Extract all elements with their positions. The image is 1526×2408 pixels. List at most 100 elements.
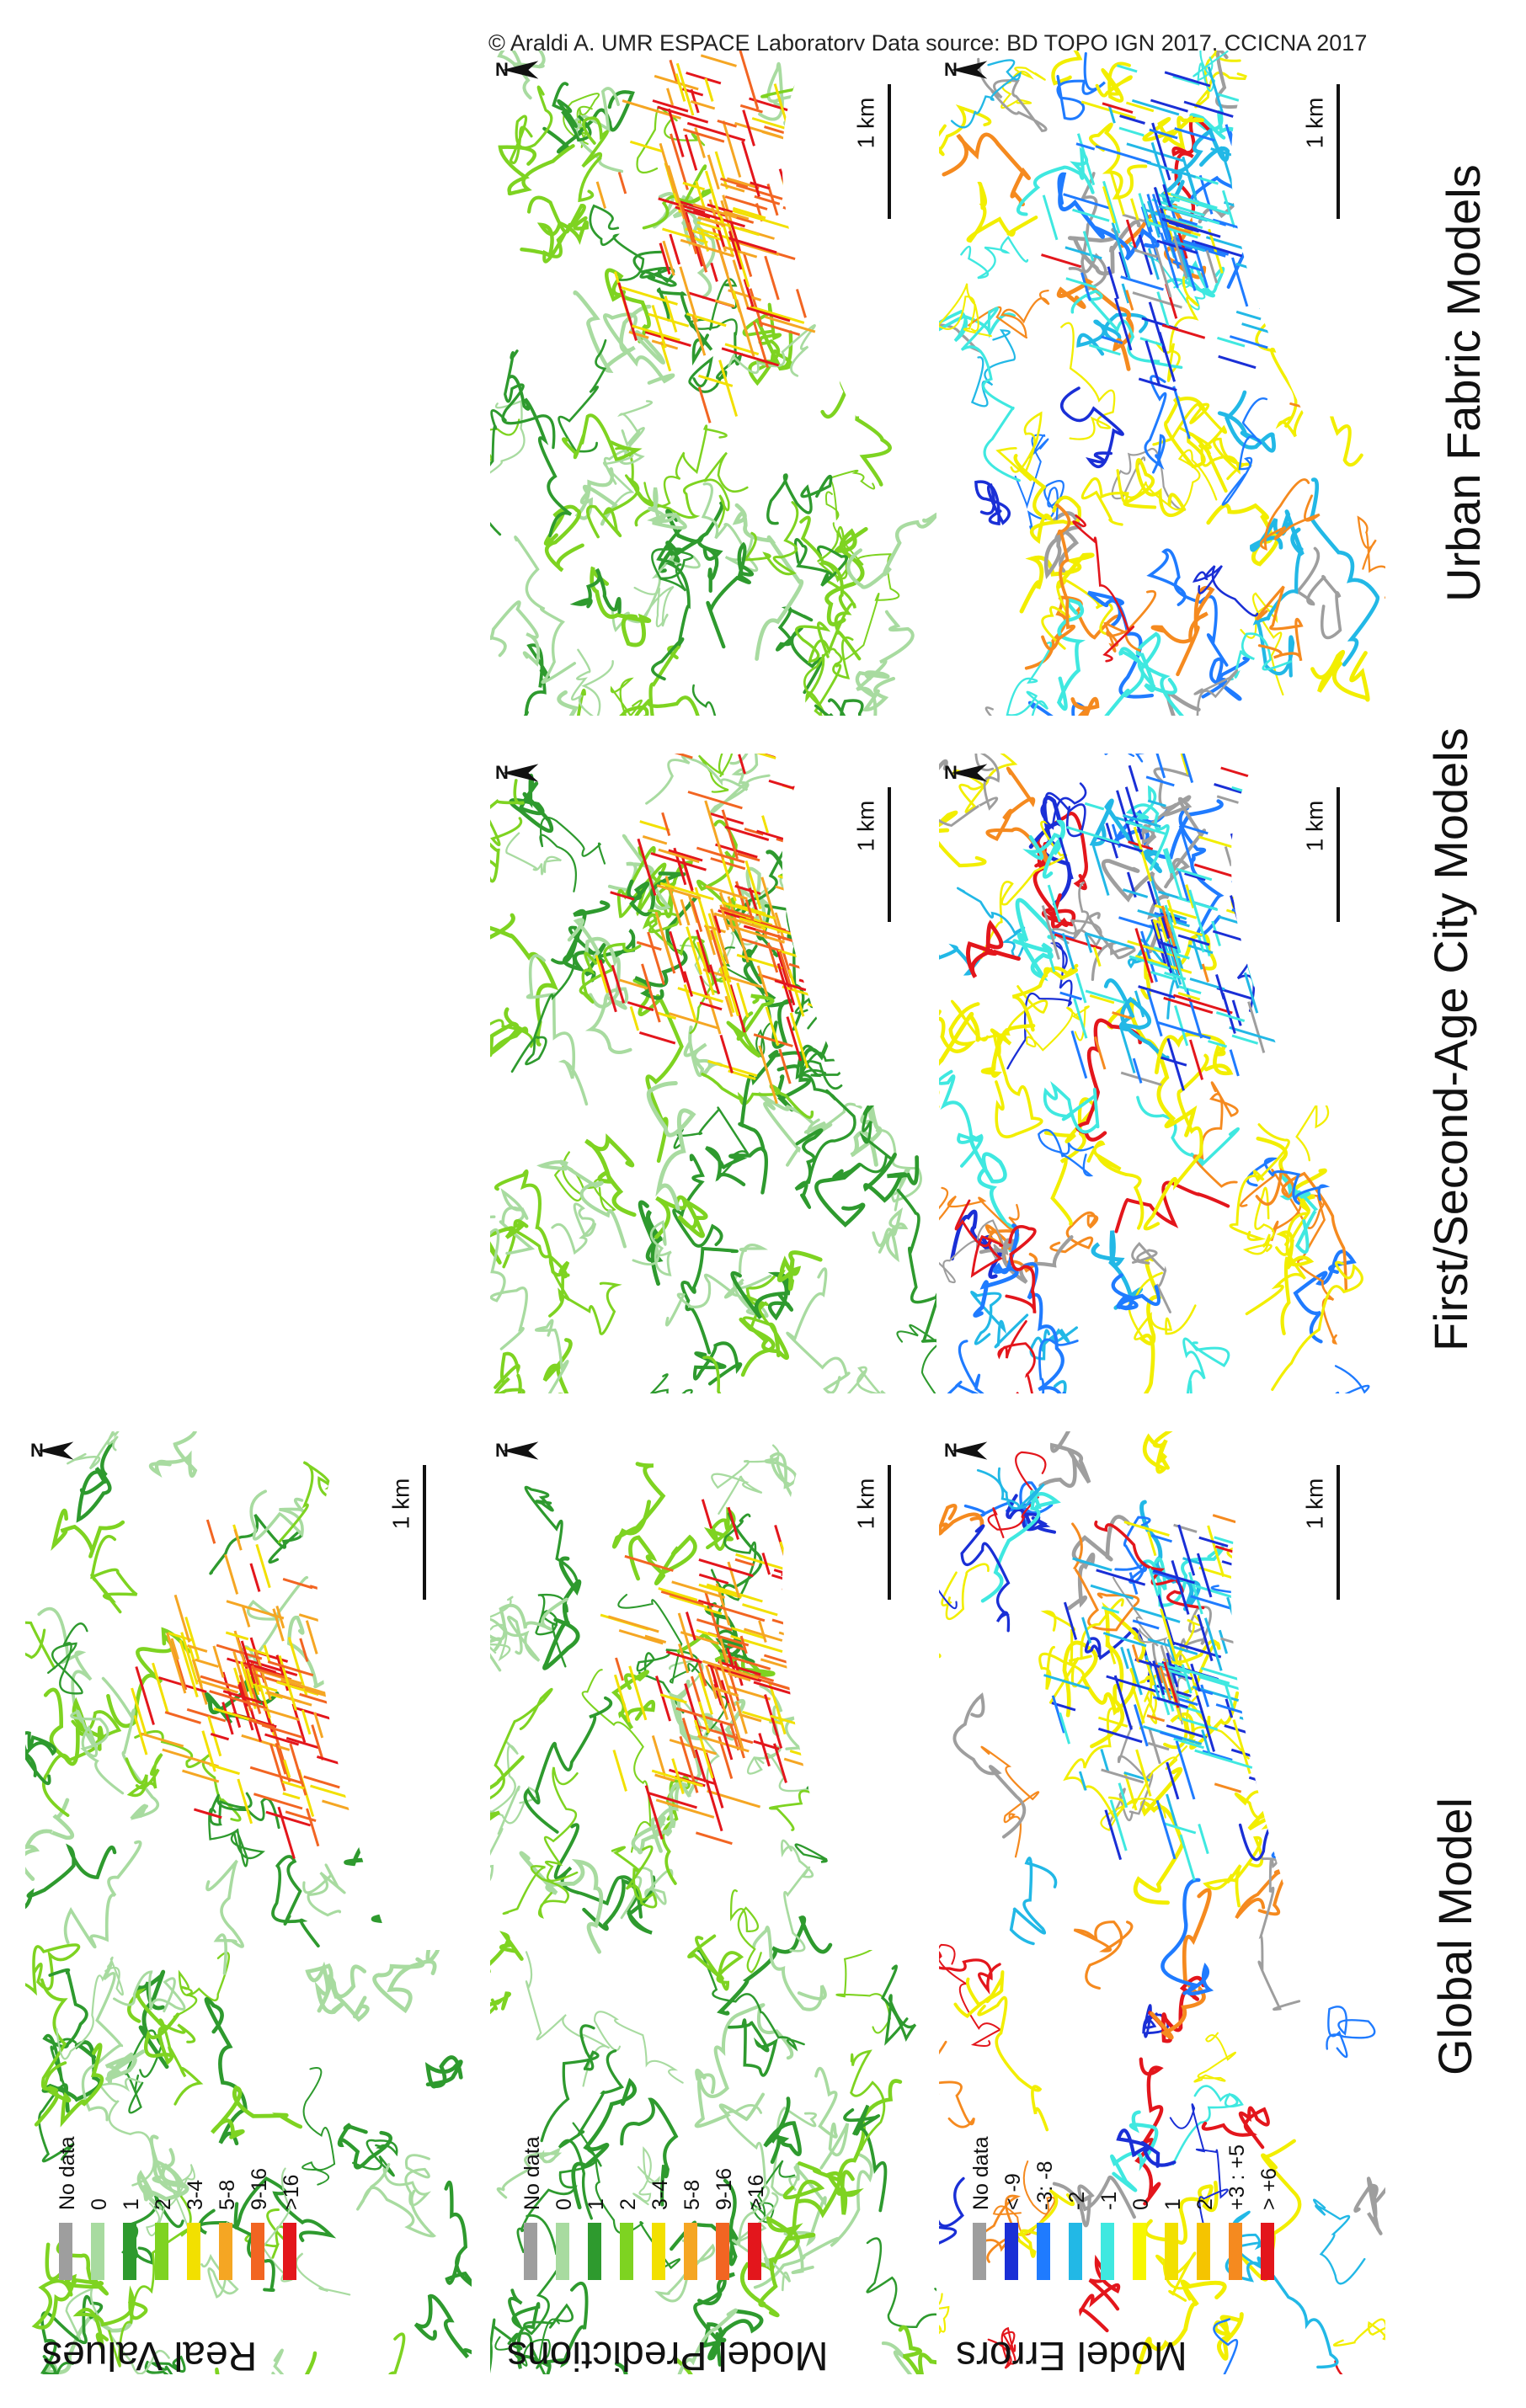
road-segment — [1023, 1005, 1090, 1052]
urban-road-segment — [221, 1671, 242, 1729]
urban-road-segment — [734, 881, 745, 907]
road-segment — [494, 2318, 560, 2369]
road-network — [490, 51, 936, 716]
urban-road-segment — [714, 299, 735, 308]
urban-road-segment — [1059, 1712, 1071, 1745]
urban-road-segment — [632, 324, 680, 342]
road-segment — [1056, 278, 1134, 371]
urban-road-segment — [758, 1045, 778, 1105]
legend-title-0: Real Values — [42, 2333, 258, 2378]
urban-road-segment — [621, 285, 678, 306]
road-segment — [632, 2146, 660, 2206]
road-segment — [490, 1615, 541, 1672]
urban-road-segment — [1191, 239, 1243, 258]
urban-road-segment — [680, 853, 694, 891]
road-segment — [1063, 1707, 1125, 1819]
road-segment — [1150, 586, 1215, 677]
legend-title-1: Model Predictions — [507, 2333, 829, 2378]
road-segment — [793, 538, 849, 587]
scale-bar-line — [1337, 787, 1340, 922]
road-segment — [584, 987, 632, 1054]
urban-road-segment — [1170, 193, 1218, 210]
urban-road-segment — [1073, 998, 1088, 1039]
legend-swatch — [716, 2223, 729, 2280]
road-segment — [939, 1069, 984, 1168]
road-segment — [960, 235, 1029, 280]
urban-road-segment — [660, 1590, 704, 1606]
road-segment — [525, 1951, 611, 2087]
road-segment — [703, 451, 749, 529]
road-segment — [701, 1073, 814, 1119]
road-segment — [939, 810, 987, 868]
urban-road-segment — [642, 834, 668, 845]
road-segment — [1118, 647, 1185, 716]
urban-road-segment — [1192, 241, 1209, 289]
road-segment — [558, 2049, 625, 2220]
road-network — [490, 754, 936, 1393]
road-segment — [490, 418, 520, 461]
road-segment — [1125, 785, 1170, 871]
urban-road-segment — [750, 181, 771, 190]
urban-road-segment — [1151, 194, 1170, 243]
urban-road-segment — [707, 913, 725, 962]
road-segment — [490, 1785, 520, 1881]
urban-road-segment — [613, 1674, 631, 1723]
urban-road-segment — [739, 1635, 748, 1654]
urban-road-segment — [162, 1748, 219, 1768]
urban-road-segment — [1176, 867, 1213, 882]
urban-road-segment — [637, 838, 657, 897]
road-segment — [952, 1692, 1027, 1839]
urban-road-segment — [677, 987, 723, 1004]
urban-road-segment — [654, 74, 699, 91]
road-segment — [824, 469, 876, 521]
urban-road-segment — [692, 209, 745, 228]
road-segment — [705, 1146, 768, 1195]
urban-road-segment — [706, 1583, 763, 1603]
road-segment — [149, 2134, 186, 2197]
legend-class-label: -2 — [1065, 2191, 1089, 2210]
road-segment — [508, 2288, 551, 2369]
urban-road-segment — [1118, 126, 1144, 137]
urban-road-segment — [1100, 1749, 1110, 1772]
road-segment — [63, 1840, 142, 1949]
road-segment — [594, 2011, 684, 2084]
road-segment — [997, 1320, 1036, 1393]
road-segment — [728, 324, 816, 377]
road-segment — [526, 954, 589, 1106]
road-segment — [980, 1489, 1061, 1603]
urban-road-segment — [1144, 340, 1161, 386]
scale-bar-line — [1337, 84, 1340, 219]
urban-road-segment — [248, 1718, 275, 1729]
urban-road-segment — [1180, 823, 1209, 835]
urban-road-segment — [1207, 1525, 1225, 1578]
road-segment — [632, 1220, 672, 1276]
urban-road-segment — [1161, 905, 1177, 947]
urban-road-segment — [658, 1587, 698, 1601]
road-segment — [1297, 1194, 1338, 1345]
road-segment — [805, 653, 827, 716]
road-segment — [1114, 1516, 1151, 1585]
map-errors-urban-fabric: N 1 km — [939, 51, 1385, 716]
road-segment — [113, 1970, 186, 2013]
urban-road-segment — [1134, 248, 1158, 258]
urban-road-segment — [1229, 1026, 1283, 1045]
road-segment — [25, 1943, 81, 1996]
urban-road-segment — [1150, 876, 1163, 912]
urban-road-segment — [704, 1607, 723, 1616]
legend-class-label: 9-16 — [712, 2167, 736, 2210]
urban-road-segment — [1080, 272, 1091, 301]
road-segment — [239, 1575, 309, 1670]
urban-road-segment — [765, 1006, 780, 1047]
urban-road-segment — [1148, 1727, 1161, 1765]
urban-road-segment — [1146, 988, 1163, 1037]
urban-road-segment — [1156, 291, 1170, 327]
road-segment — [843, 2104, 888, 2213]
urban-road-segment — [1161, 323, 1206, 339]
urban-road-segment — [1205, 249, 1219, 284]
road-segment — [814, 698, 864, 716]
legend-class-label: -3: -8 — [1033, 2160, 1057, 2210]
road-segment — [144, 2355, 186, 2374]
road-segment — [728, 2018, 778, 2077]
legend-title-2: Model Errors — [956, 2333, 1187, 2378]
urban-road-segment — [1147, 799, 1166, 807]
